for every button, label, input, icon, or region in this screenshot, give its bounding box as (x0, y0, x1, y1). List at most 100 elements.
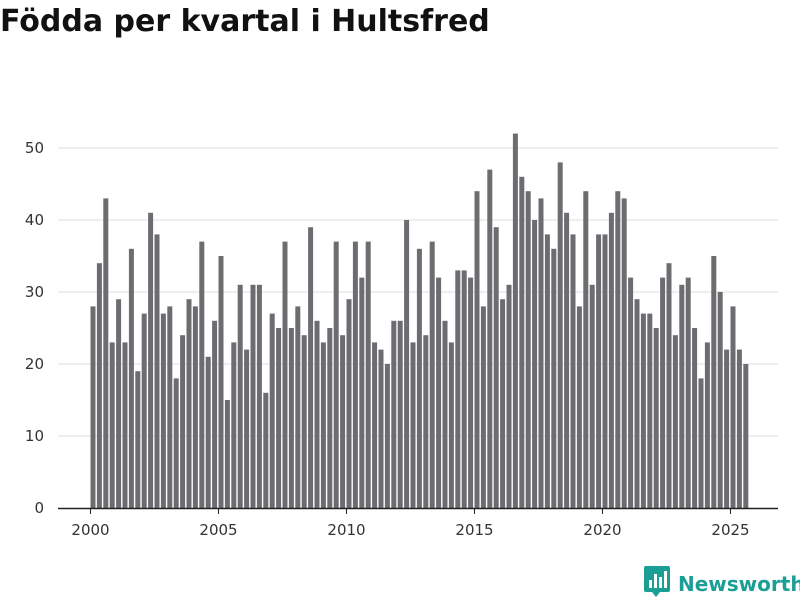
bar (205, 356, 211, 508)
bar (244, 349, 250, 508)
bar (327, 328, 333, 508)
bar (615, 191, 621, 508)
x-axis (58, 507, 778, 514)
bar (628, 277, 634, 508)
x-tick-label: 2020 (583, 521, 621, 539)
bar (429, 241, 435, 508)
bar (461, 270, 467, 508)
bar (717, 292, 723, 508)
x-tick-label: 2000 (71, 521, 109, 539)
bar (250, 284, 256, 508)
bar (320, 342, 326, 508)
bar (378, 349, 384, 508)
bar (589, 284, 595, 508)
bar (199, 241, 205, 508)
bar (224, 400, 230, 508)
bar (608, 212, 614, 509)
bar (359, 277, 365, 508)
bar (442, 320, 448, 508)
bar (436, 277, 442, 508)
bar (90, 306, 96, 508)
bar (538, 198, 544, 508)
bar (512, 133, 518, 508)
bar (192, 306, 198, 508)
bar (551, 248, 557, 509)
chart-title: Födda per kvartal i Hultsfred (0, 4, 490, 39)
bar (634, 299, 640, 508)
bar (583, 191, 589, 508)
bar-series (90, 133, 749, 509)
bar (109, 342, 115, 508)
bar (455, 270, 461, 508)
bar (474, 191, 480, 508)
bar (212, 320, 218, 508)
bar (282, 241, 288, 508)
bar (423, 335, 429, 508)
y-tick-label: 30 (25, 283, 44, 301)
bar (340, 335, 346, 508)
bar (186, 299, 192, 508)
bar (372, 342, 378, 508)
bar (736, 349, 742, 508)
bar (333, 241, 339, 508)
y-tick-label: 0 (34, 499, 44, 517)
bar (135, 371, 141, 508)
bar (410, 342, 416, 508)
bar (666, 263, 672, 508)
bar (724, 349, 730, 508)
y-tick-label: 40 (25, 211, 44, 229)
bar (141, 313, 147, 508)
bar (743, 364, 749, 508)
newsworthy-logo-icon (644, 566, 670, 602)
bar (116, 299, 122, 508)
bar (404, 220, 410, 508)
bar (660, 277, 666, 508)
bar (570, 234, 576, 508)
bar (653, 328, 659, 508)
bar (154, 234, 160, 508)
bar (487, 169, 493, 508)
bar (103, 198, 109, 508)
bar (160, 313, 166, 508)
x-tick-label: 2005 (199, 521, 237, 539)
bar (576, 306, 582, 508)
bar (602, 234, 608, 508)
bar (365, 241, 371, 508)
bar (301, 335, 307, 508)
bar (506, 284, 512, 508)
bar (493, 227, 499, 508)
y-tick-label: 10 (25, 427, 44, 445)
bar (532, 220, 538, 508)
bar (416, 248, 422, 509)
bar (352, 241, 358, 508)
bar (692, 328, 698, 508)
bar (231, 342, 237, 508)
brand-name: Newsworthy (678, 572, 800, 596)
bar (480, 306, 486, 508)
bar (314, 320, 320, 508)
bar-chart: 0102030405020200020052010201520202025 (25, 133, 778, 539)
bar (308, 227, 314, 508)
bar (448, 342, 454, 508)
bar (647, 313, 653, 508)
bar (128, 248, 134, 509)
bar (519, 176, 525, 509)
bar (685, 277, 691, 508)
bar (525, 191, 531, 508)
bar (276, 328, 282, 508)
bar (704, 342, 710, 508)
bar (711, 256, 717, 508)
bar (698, 378, 704, 508)
bar (237, 284, 243, 508)
bar (544, 234, 550, 508)
bar (122, 342, 128, 508)
bar (218, 256, 224, 508)
tick-labels: 0102030405020200020052010201520202025 (25, 139, 750, 539)
bar (557, 162, 563, 508)
bar (180, 335, 186, 508)
bar (397, 320, 403, 508)
bar (148, 212, 154, 509)
bar (263, 392, 269, 508)
bar (500, 299, 506, 508)
bar (640, 313, 646, 508)
